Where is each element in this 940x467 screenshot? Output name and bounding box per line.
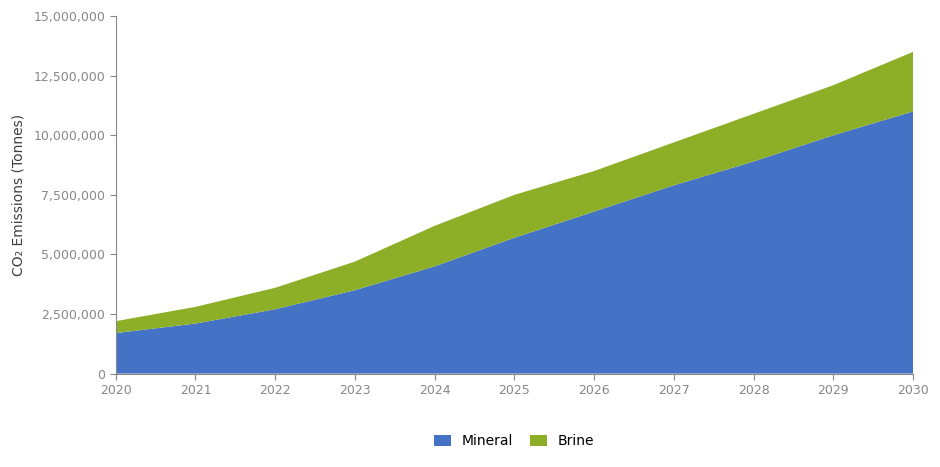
Legend: Mineral, Brine: Mineral, Brine xyxy=(434,434,594,448)
Y-axis label: CO₂ Emissions (Tonnes): CO₂ Emissions (Tonnes) xyxy=(11,114,25,276)
